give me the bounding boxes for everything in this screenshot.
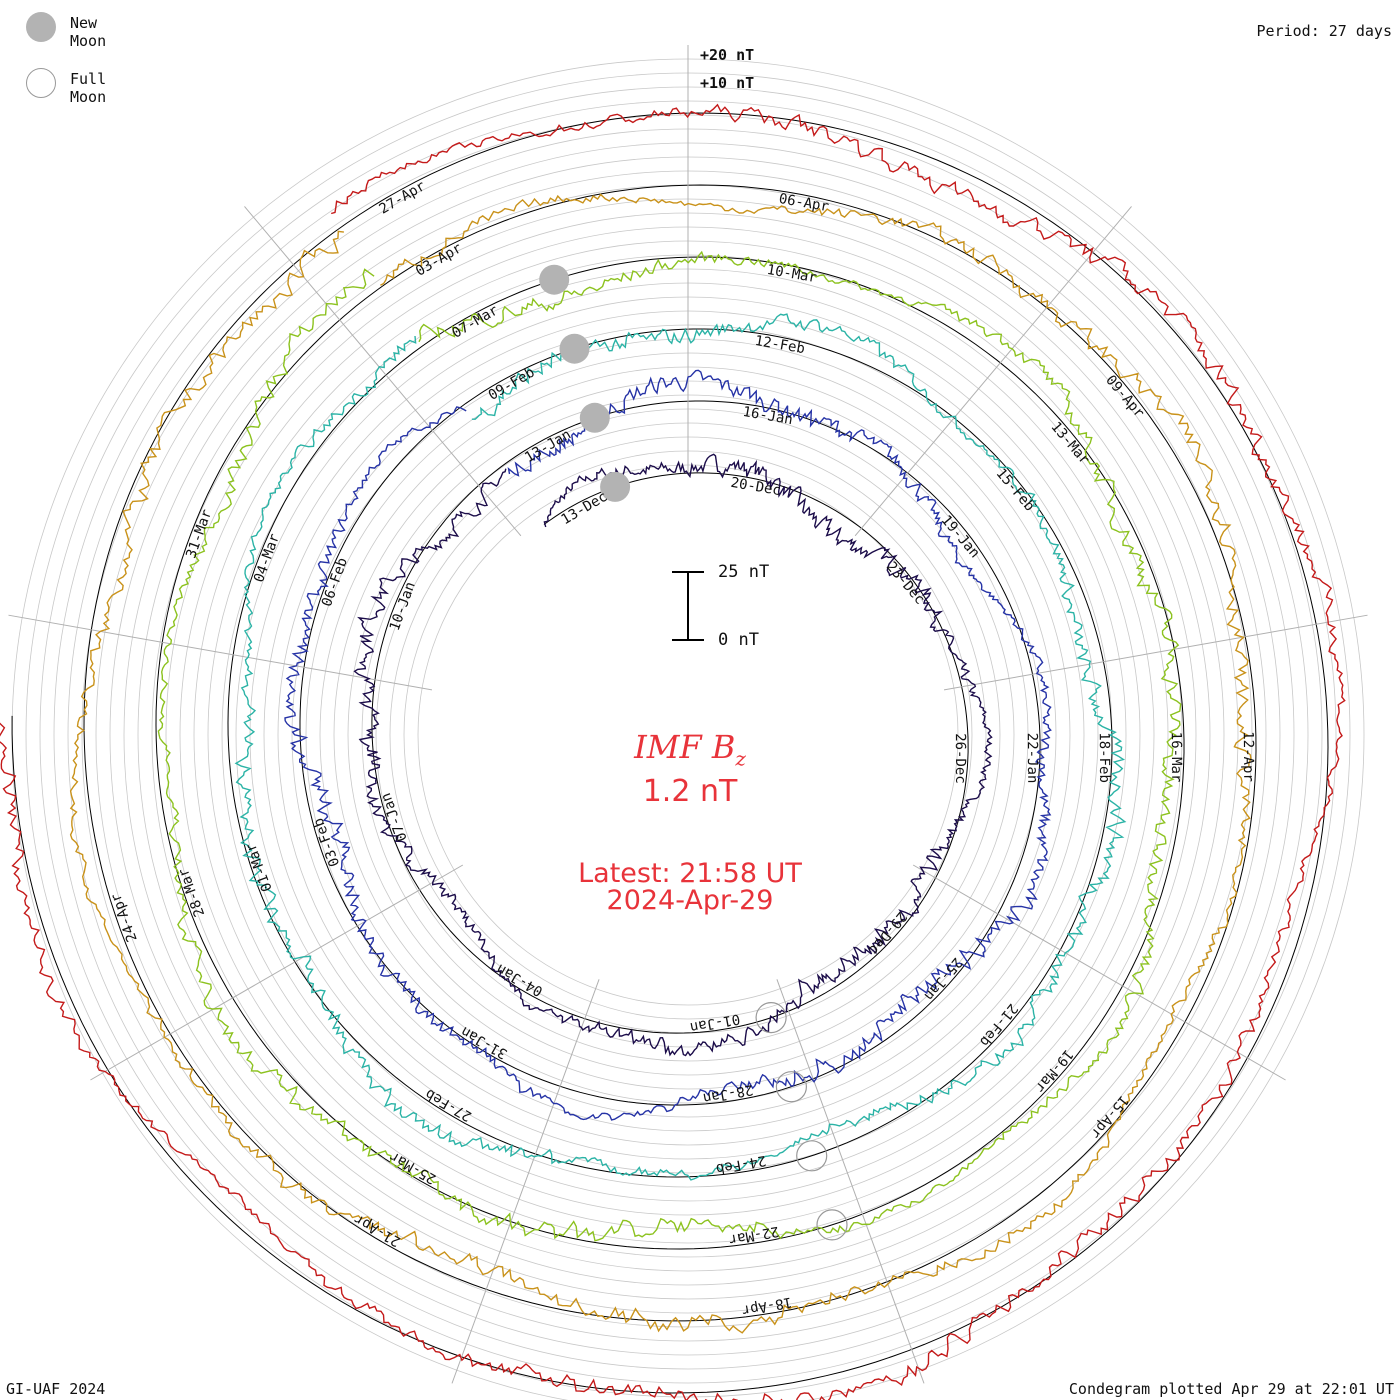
radial-spoke xyxy=(244,206,522,537)
date-label: 26-Dec xyxy=(952,733,968,784)
new-moon-marker xyxy=(539,264,570,295)
series-ring-6 xyxy=(0,103,1346,1400)
moon-markers xyxy=(539,264,848,1241)
quantity-subscript: z xyxy=(735,746,746,771)
full-moon-marker xyxy=(755,1001,787,1034)
date-label: 04-Mar xyxy=(251,532,283,585)
date-label: 10-Mar xyxy=(766,262,819,286)
new-moon-label: New Moon xyxy=(70,14,107,50)
date-label: 15-Apr xyxy=(1087,1092,1132,1141)
date-label: 12-Apr xyxy=(1240,731,1256,782)
footer-plot-time: Condegram plotted Apr 29 at 22:01 UT xyxy=(1068,1380,1394,1398)
footer-credit: GI-UAF 2024 xyxy=(6,1380,106,1398)
quantity-title: IMF Bz xyxy=(0,728,1380,770)
date-label: 10-Jan xyxy=(387,580,419,633)
date-label: 13-Mar xyxy=(1047,419,1092,468)
scale-bottom-label: 0 nT xyxy=(718,630,759,650)
date-label: 04-Jan xyxy=(494,960,546,999)
new-moon-marker xyxy=(579,402,610,433)
date-label: 27-Apr xyxy=(377,178,429,217)
radial-spoke xyxy=(943,614,1368,691)
radial-spoke xyxy=(8,614,433,691)
date-label: 22-Jan xyxy=(1024,733,1040,784)
ring-scale-20: +20 nT xyxy=(700,46,755,64)
series-ring-5 xyxy=(69,193,1252,1334)
latest-time: Latest: 21:58 UT xyxy=(578,858,802,889)
date-label: 16-Mar xyxy=(1168,732,1184,783)
date-label: 21-Feb xyxy=(976,1000,1021,1049)
period-label: Period: 27 days xyxy=(1256,22,1392,40)
date-label: 18-Feb xyxy=(1096,732,1112,783)
new-moon-marker xyxy=(559,333,590,364)
radial-spoke xyxy=(776,979,925,1384)
new-moon-marker xyxy=(600,471,631,502)
radial-spokes xyxy=(8,45,1368,1384)
date-label: 09-Feb xyxy=(486,364,538,403)
series-ring-2 xyxy=(284,369,1052,1121)
date-label: 31-Jan xyxy=(458,1023,510,1062)
radial-spoke xyxy=(912,864,1286,1081)
full-moon-marker xyxy=(796,1140,828,1172)
quantity-prefix: IMF B xyxy=(634,728,736,766)
date-label: 01-Jan xyxy=(689,1010,742,1035)
full-moon-icon xyxy=(26,68,56,98)
radial-spoke xyxy=(90,864,464,1081)
date-label: 25-Jan xyxy=(921,954,966,1003)
series-ring-4 xyxy=(157,250,1182,1242)
current-value: 1.2 nT xyxy=(642,774,738,809)
date-label: 21-Apr xyxy=(351,1211,403,1250)
scale-top-label: 25 nT xyxy=(718,562,770,582)
latest-date: 2024-Apr-29 xyxy=(606,885,774,916)
radial-spoke xyxy=(451,979,600,1384)
date-label: 12-Feb xyxy=(754,333,807,357)
date-label: 31-Mar xyxy=(183,507,215,560)
date-label: 25-Mar xyxy=(387,1148,439,1187)
full-moon-label: Full Moon xyxy=(70,70,107,106)
ring-scale-10: +10 nT xyxy=(700,74,755,92)
date-label: 28-Jan xyxy=(702,1081,755,1106)
full-moon-marker xyxy=(816,1209,848,1241)
new-moon-icon xyxy=(26,12,56,42)
date-label: 13-Dec xyxy=(559,489,611,528)
date-label: 20-Dec xyxy=(729,475,782,499)
scale-bar xyxy=(672,571,704,641)
date-label: 18-Apr xyxy=(741,1293,794,1318)
data-series xyxy=(0,103,1346,1400)
series-ring-3 xyxy=(234,313,1127,1181)
series-ring-1 xyxy=(353,453,993,1057)
full-moon-marker xyxy=(775,1071,808,1103)
date-label: 23-Dec xyxy=(883,559,928,608)
date-label: 13-Jan xyxy=(522,427,574,466)
date-label: 09-Apr xyxy=(1102,372,1147,421)
radial-spoke xyxy=(854,206,1132,537)
baseline-spiral xyxy=(11,112,1329,1394)
